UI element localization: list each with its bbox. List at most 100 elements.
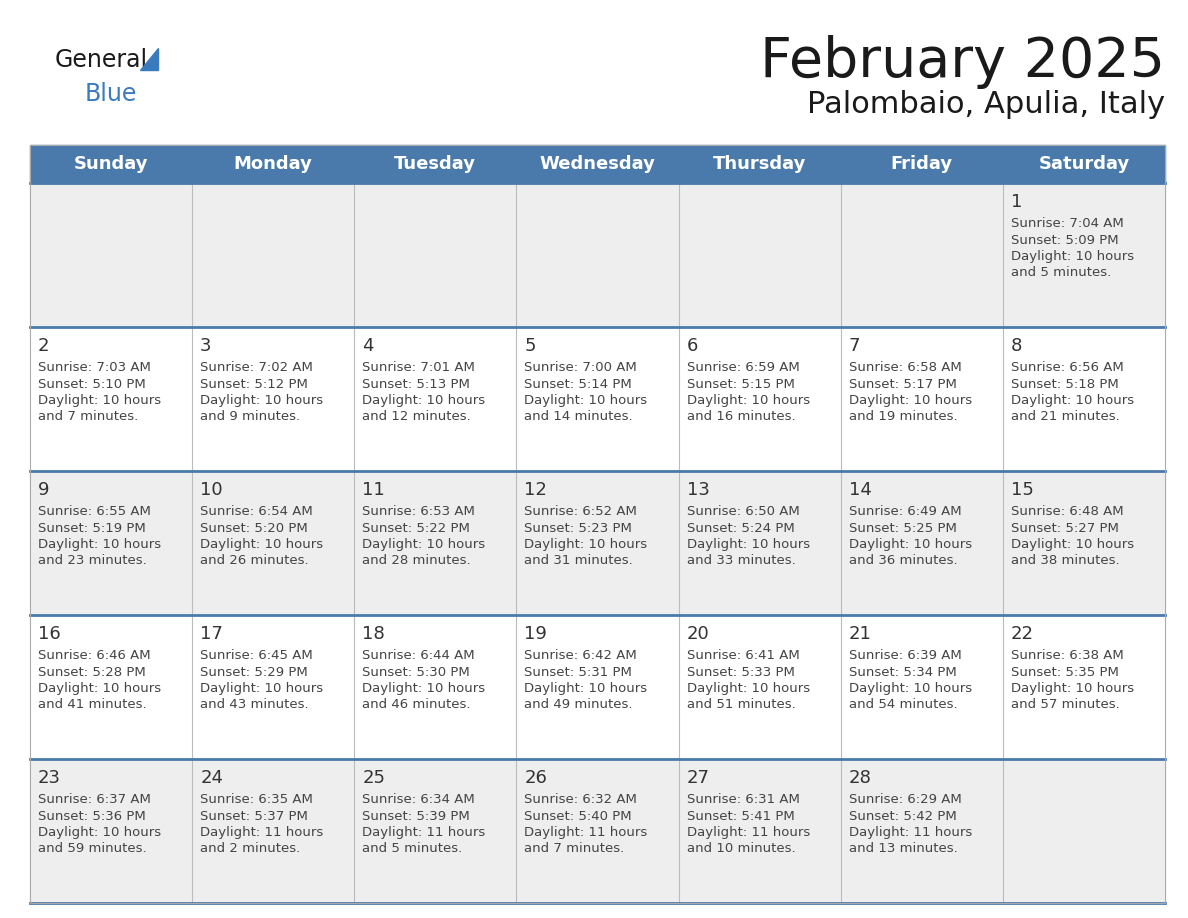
Text: Daylight: 10 hours: Daylight: 10 hours [524,682,647,695]
Text: Sunrise: 6:39 AM: Sunrise: 6:39 AM [848,649,961,662]
Text: and 14 minutes.: and 14 minutes. [524,410,633,423]
Text: Sunset: 5:27 PM: Sunset: 5:27 PM [1011,521,1119,534]
Text: 22: 22 [1011,625,1034,643]
Text: Sunrise: 6:52 AM: Sunrise: 6:52 AM [524,505,637,518]
Text: Daylight: 11 hours: Daylight: 11 hours [524,826,647,839]
Text: Sunrise: 6:49 AM: Sunrise: 6:49 AM [848,505,961,518]
Text: 23: 23 [38,769,61,787]
Text: 14: 14 [848,481,872,499]
Text: Sunrise: 6:35 AM: Sunrise: 6:35 AM [200,793,312,806]
Text: General: General [55,48,148,72]
Text: Sunrise: 6:31 AM: Sunrise: 6:31 AM [687,793,800,806]
Text: and 54 minutes.: and 54 minutes. [848,699,958,711]
Bar [30,145,1165,903]
Text: and 38 minutes.: and 38 minutes. [1011,554,1119,567]
Text: Sunrise: 7:03 AM: Sunrise: 7:03 AM [38,361,151,374]
Text: Sunset: 5:22 PM: Sunset: 5:22 PM [362,521,470,534]
Text: Sunset: 5:09 PM: Sunset: 5:09 PM [1011,233,1118,247]
Text: Sunrise: 7:01 AM: Sunrise: 7:01 AM [362,361,475,374]
Text: 27: 27 [687,769,709,787]
Text: and 49 minutes.: and 49 minutes. [524,699,633,711]
Text: 11: 11 [362,481,385,499]
Text: 5: 5 [524,337,536,355]
Text: 24: 24 [200,769,223,787]
Text: 1: 1 [1011,193,1022,211]
Text: 26: 26 [524,769,548,787]
Text: and 51 minutes.: and 51 minutes. [687,699,795,711]
Text: Sunset: 5:13 PM: Sunset: 5:13 PM [362,377,470,390]
Text: Sunset: 5:18 PM: Sunset: 5:18 PM [1011,377,1119,390]
Text: 9: 9 [38,481,50,499]
Text: Sunrise: 6:58 AM: Sunrise: 6:58 AM [848,361,961,374]
Text: Sunrise: 6:53 AM: Sunrise: 6:53 AM [362,505,475,518]
Text: Sunset: 5:34 PM: Sunset: 5:34 PM [848,666,956,678]
Text: and 19 minutes.: and 19 minutes. [848,410,958,423]
Text: and 23 minutes.: and 23 minutes. [38,554,147,567]
Text: 28: 28 [848,769,872,787]
Text: and 9 minutes.: and 9 minutes. [200,410,301,423]
Text: Daylight: 11 hours: Daylight: 11 hours [362,826,486,839]
Text: Sunrise: 6:42 AM: Sunrise: 6:42 AM [524,649,637,662]
Text: and 57 minutes.: and 57 minutes. [1011,699,1119,711]
Text: Sunset: 5:24 PM: Sunset: 5:24 PM [687,521,795,534]
Text: Sunset: 5:14 PM: Sunset: 5:14 PM [524,377,632,390]
Text: Sunset: 5:42 PM: Sunset: 5:42 PM [848,810,956,823]
Text: 19: 19 [524,625,548,643]
Text: Sunset: 5:20 PM: Sunset: 5:20 PM [200,521,308,534]
Text: Sunrise: 7:02 AM: Sunrise: 7:02 AM [200,361,312,374]
Text: Daylight: 10 hours: Daylight: 10 hours [38,538,162,551]
Text: 3: 3 [200,337,211,355]
Text: Sunrise: 6:34 AM: Sunrise: 6:34 AM [362,793,475,806]
Text: Sunset: 5:17 PM: Sunset: 5:17 PM [848,377,956,390]
Text: and 33 minutes.: and 33 minutes. [687,554,795,567]
Text: Sunrise: 6:37 AM: Sunrise: 6:37 AM [38,793,151,806]
Text: Daylight: 10 hours: Daylight: 10 hours [38,394,162,407]
Text: Sunset: 5:15 PM: Sunset: 5:15 PM [687,377,795,390]
Text: 25: 25 [362,769,385,787]
Text: Sunrise: 6:46 AM: Sunrise: 6:46 AM [38,649,151,662]
Polygon shape [140,48,158,70]
Text: and 13 minutes.: and 13 minutes. [848,843,958,856]
Text: Sunrise: 6:45 AM: Sunrise: 6:45 AM [200,649,312,662]
Text: Daylight: 10 hours: Daylight: 10 hours [687,394,810,407]
Text: Daylight: 10 hours: Daylight: 10 hours [848,538,972,551]
Text: Sunset: 5:40 PM: Sunset: 5:40 PM [524,810,632,823]
Text: Daylight: 10 hours: Daylight: 10 hours [200,682,323,695]
Text: Daylight: 10 hours: Daylight: 10 hours [1011,394,1135,407]
Text: and 36 minutes.: and 36 minutes. [848,554,958,567]
Bar [30,183,1165,327]
Text: Sunrise: 7:00 AM: Sunrise: 7:00 AM [524,361,637,374]
Text: and 43 minutes.: and 43 minutes. [200,699,309,711]
Text: Sunset: 5:10 PM: Sunset: 5:10 PM [38,377,146,390]
Text: Sunrise: 6:56 AM: Sunrise: 6:56 AM [1011,361,1124,374]
Text: Sunset: 5:19 PM: Sunset: 5:19 PM [38,521,146,534]
Text: and 16 minutes.: and 16 minutes. [687,410,795,423]
Text: Daylight: 10 hours: Daylight: 10 hours [687,682,810,695]
Text: Sunrise: 6:48 AM: Sunrise: 6:48 AM [1011,505,1124,518]
Text: 12: 12 [524,481,548,499]
Text: Daylight: 10 hours: Daylight: 10 hours [1011,682,1135,695]
Text: Tuesday: Tuesday [394,155,476,173]
Text: 13: 13 [687,481,709,499]
Text: 4: 4 [362,337,374,355]
Text: 2: 2 [38,337,50,355]
Text: 18: 18 [362,625,385,643]
Text: and 46 minutes.: and 46 minutes. [362,699,470,711]
Text: Sunset: 5:33 PM: Sunset: 5:33 PM [687,666,795,678]
Text: Daylight: 10 hours: Daylight: 10 hours [200,394,323,407]
Text: and 59 minutes.: and 59 minutes. [38,843,146,856]
Text: Sunset: 5:41 PM: Sunset: 5:41 PM [687,810,795,823]
Text: Saturday: Saturday [1038,155,1130,173]
Text: Sunset: 5:30 PM: Sunset: 5:30 PM [362,666,470,678]
Text: Daylight: 10 hours: Daylight: 10 hours [524,394,647,407]
Text: Daylight: 10 hours: Daylight: 10 hours [687,538,810,551]
Text: Sunrise: 6:59 AM: Sunrise: 6:59 AM [687,361,800,374]
Text: Thursday: Thursday [713,155,807,173]
Text: Sunrise: 6:41 AM: Sunrise: 6:41 AM [687,649,800,662]
Text: Sunrise: 6:50 AM: Sunrise: 6:50 AM [687,505,800,518]
Text: Daylight: 10 hours: Daylight: 10 hours [38,682,162,695]
Text: 6: 6 [687,337,697,355]
Text: Daylight: 10 hours: Daylight: 10 hours [362,682,486,695]
Bar [30,145,1165,183]
Text: Daylight: 11 hours: Daylight: 11 hours [687,826,810,839]
